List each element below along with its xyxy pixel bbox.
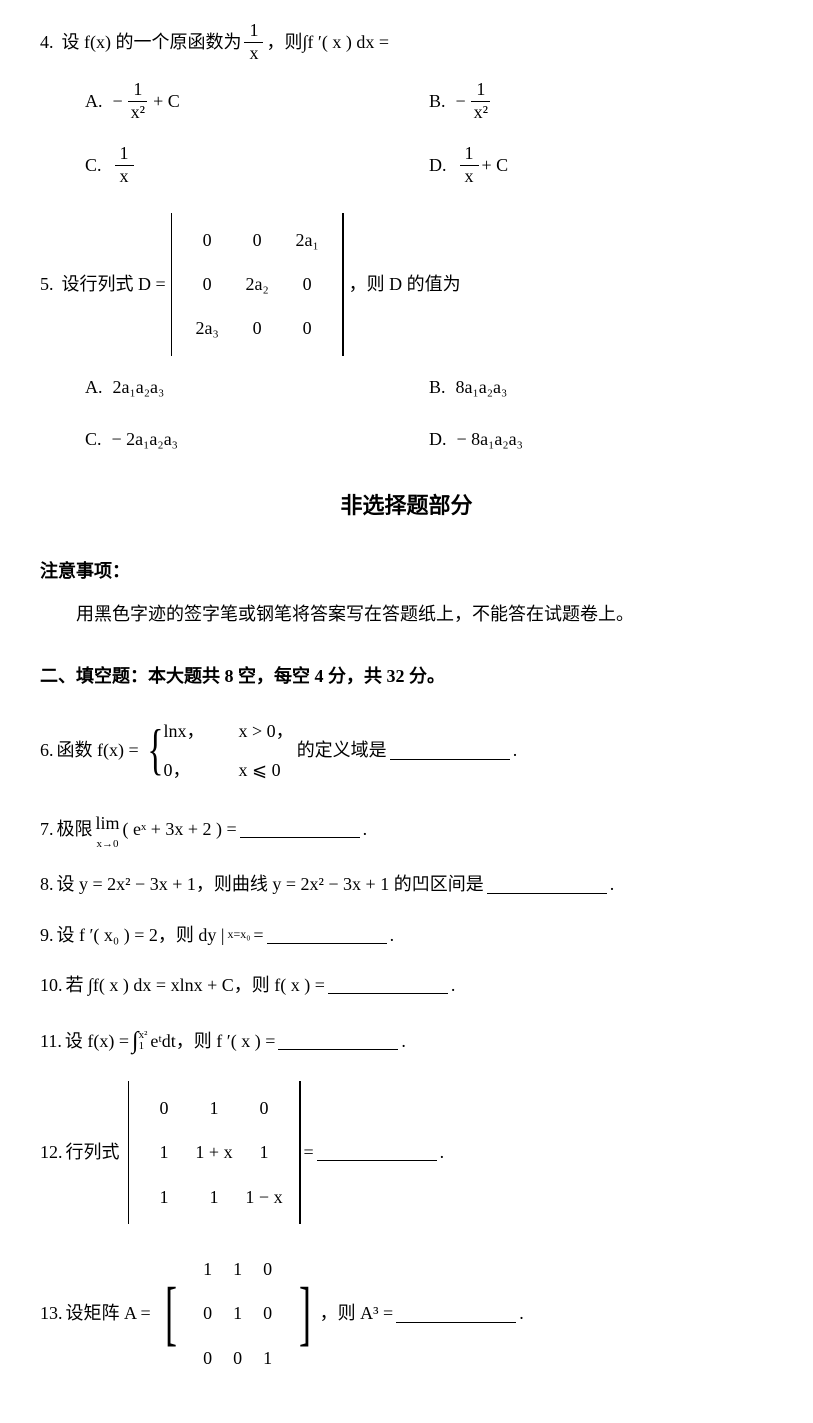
q5-options: A. 2a₁a₂a₃ B. 8a₁a₂a₃ C. − 2a₁a₂a₃ D. − … bbox=[85, 371, 773, 456]
q5-option-c: C. − 2a₁a₂a₃ bbox=[85, 423, 429, 455]
q6-number: 6. bbox=[40, 734, 54, 766]
det-row: 1 1 1 − x bbox=[139, 1175, 289, 1219]
part-2-header: 二、填空题：本大题共 8 空，每空 4 分，共 32 分。 bbox=[40, 660, 773, 692]
mat-row: 0 0 1 bbox=[193, 1336, 283, 1380]
q5-option-a: A. 2a₁a₂a₃ bbox=[85, 371, 429, 403]
q4-option-a: A. − 1 x² + C bbox=[85, 79, 429, 123]
q5-option-b: B. 8a₁a₂a₃ bbox=[429, 371, 773, 403]
option-row: C. − 2a₁a₂a₃ D. − 8a₁a₂a₃ bbox=[85, 423, 773, 455]
blank-line bbox=[240, 820, 360, 838]
blank-line bbox=[317, 1143, 437, 1161]
integral-limits: x² 1 bbox=[139, 1030, 148, 1052]
q6-piecewise: { lnx， x > 0， 0， x ⩽ 0 bbox=[142, 712, 294, 789]
q5-stem: 5. 设行列式 D = 0 0 2a₁ 0 2a₂ 0 2a₃ 0 0 bbox=[40, 213, 773, 356]
q5-option-d: D. − 8a₁a₂a₃ bbox=[429, 423, 773, 455]
period: . bbox=[451, 969, 456, 1001]
q12-pre: 行列式 bbox=[66, 1136, 120, 1168]
q4-number: 4. bbox=[40, 26, 54, 58]
period: . bbox=[440, 1136, 445, 1168]
question-10: 10. 若 ∫f( x ) dx = xlnx + C，则 f( x ) = . bbox=[40, 969, 773, 1001]
q4-option-b: B. − 1 x² bbox=[429, 79, 773, 123]
blank-line bbox=[267, 926, 387, 944]
question-4: 4. 设 f(x) 的一个原函数为 1 x ，则 ∫f ′( x ) dx = … bbox=[40, 20, 773, 188]
piece-row: lnx， x > 0， bbox=[164, 712, 294, 750]
section-2-title: 非选择题部分 bbox=[40, 486, 773, 526]
q9-text: 设 f ′( x₀ ) = 2，则 dy | bbox=[57, 919, 225, 951]
question-11: 11. 设 f(x) = ∫ x² 1 eᵗdt，则 f ′( x ) = . bbox=[40, 1020, 773, 1063]
option-row: C. 1 x D. 1 x + C bbox=[85, 143, 773, 187]
q7-number: 7. bbox=[40, 813, 54, 845]
question-13: 13. 设矩阵 A = [ 1 1 0 0 1 0 0 0 1 ] ，则 A³ … bbox=[40, 1242, 773, 1385]
q11-number: 11. bbox=[40, 1025, 62, 1057]
q6-pre: 函数 f(x) = bbox=[57, 734, 139, 766]
blank-line bbox=[328, 976, 448, 994]
q5-determinant: 0 0 2a₁ 0 2a₂ 0 2a₃ 0 0 bbox=[171, 213, 344, 356]
period: . bbox=[390, 919, 395, 951]
q9-sub: x=x₀ bbox=[227, 924, 250, 946]
period: . bbox=[610, 868, 615, 900]
q4-fraction: 1 x bbox=[244, 20, 263, 64]
bracket-icon: ] bbox=[299, 1281, 311, 1346]
det-row: 0 1 0 bbox=[139, 1086, 289, 1130]
period: . bbox=[363, 813, 368, 845]
q12-determinant: 0 1 0 1 1 + x 1 1 1 1 − x bbox=[128, 1081, 301, 1224]
q5-text-post: ，则 D 的值为 bbox=[349, 268, 461, 300]
q6-post: 的定义域是 bbox=[297, 734, 387, 766]
brace-icon: { bbox=[147, 728, 163, 773]
question-5: 5. 设行列式 D = 0 0 2a₁ 0 2a₂ 0 2a₃ 0 0 bbox=[40, 213, 773, 456]
question-8: 8. 设 y = 2x² − 3x + 1，则曲线 y = 2x² − 3x +… bbox=[40, 868, 773, 900]
q4-text-post: ，则 bbox=[266, 26, 302, 58]
q12-number: 12. bbox=[40, 1136, 63, 1168]
q4-integral: ∫f ′( x ) dx = bbox=[302, 26, 389, 58]
q5-number: 5. bbox=[40, 268, 54, 300]
q7-expr: ( eˣ + 3x + 2 ) = bbox=[123, 813, 237, 845]
limit-symbol: lim x→0 bbox=[96, 807, 120, 850]
integral-icon: ∫ bbox=[132, 1020, 139, 1063]
q10-number: 10. bbox=[40, 969, 63, 1001]
q7-pre: 极限 bbox=[57, 813, 93, 845]
blank-line bbox=[396, 1305, 516, 1323]
period: . bbox=[513, 734, 518, 766]
question-12: 12. 行列式 0 1 0 1 1 + x 1 1 1 1 − x = . bbox=[40, 1081, 773, 1224]
q5-text-pre: 设行列式 D = bbox=[62, 268, 166, 300]
q9-eq: = bbox=[253, 919, 263, 951]
q9-number: 9. bbox=[40, 919, 54, 951]
notice-title: 注意事项： bbox=[40, 555, 773, 587]
bracket-icon: [ bbox=[165, 1281, 177, 1346]
q4-stem: 4. 设 f(x) 的一个原函数为 1 x ，则 ∫f ′( x ) dx = bbox=[40, 20, 773, 64]
q4-option-d: D. 1 x + C bbox=[429, 143, 773, 187]
det-row: 0 2a₂ 0 bbox=[182, 262, 332, 306]
q8-text: 设 y = 2x² − 3x + 1，则曲线 y = 2x² − 3x + 1 … bbox=[57, 868, 484, 900]
q4-options: A. − 1 x² + C B. − 1 x² C. bbox=[85, 79, 773, 187]
notice-body: 用黑色字迹的签字笔或钢笔将答案写在答题纸上，不能答在试题卷上。 bbox=[40, 598, 773, 630]
det-row: 1 1 + x 1 bbox=[139, 1130, 289, 1174]
q11-integrand: eᵗdt，则 f ′( x ) = bbox=[150, 1025, 275, 1057]
blank-line bbox=[390, 742, 510, 760]
q12-eq: = bbox=[304, 1136, 314, 1168]
q4-option-c: C. 1 x bbox=[85, 143, 429, 187]
blank-line bbox=[487, 876, 607, 894]
option-row: A. − 1 x² + C B. − 1 x² bbox=[85, 79, 773, 123]
piece-row: 0， x ⩽ 0 bbox=[164, 751, 294, 789]
question-6: 6. 函数 f(x) = { lnx， x > 0， 0， x ⩽ 0 的定义域… bbox=[40, 712, 773, 789]
q13-matrix: [ 1 1 0 0 1 0 0 0 1 ] bbox=[159, 1242, 317, 1385]
det-row: 0 0 2a₁ bbox=[182, 218, 332, 262]
option-row: A. 2a₁a₂a₃ B. 8a₁a₂a₃ bbox=[85, 371, 773, 403]
blank-line bbox=[278, 1032, 398, 1050]
mat-row: 1 1 0 bbox=[193, 1247, 283, 1291]
q8-number: 8. bbox=[40, 868, 54, 900]
question-9: 9. 设 f ′( x₀ ) = 2，则 dy | x=x₀ = . bbox=[40, 919, 773, 951]
q4-text-pre: 设 f(x) 的一个原函数为 bbox=[62, 26, 242, 58]
q11-pre: 设 f(x) = bbox=[65, 1025, 129, 1057]
question-7: 7. 极限 lim x→0 ( eˣ + 3x + 2 ) = . bbox=[40, 807, 773, 850]
mat-row: 0 1 0 bbox=[193, 1291, 283, 1335]
det-row: 2a₃ 0 0 bbox=[182, 306, 332, 350]
period: . bbox=[401, 1025, 406, 1057]
q10-text: 若 ∫f( x ) dx = xlnx + C，则 f( x ) = bbox=[66, 969, 325, 1001]
